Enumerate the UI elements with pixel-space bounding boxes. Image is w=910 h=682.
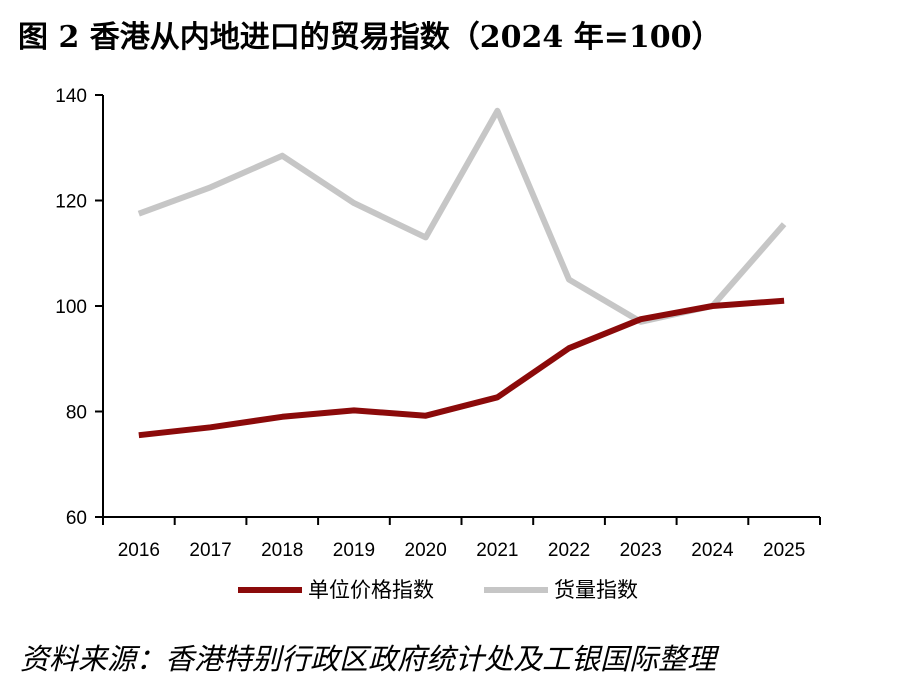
y-tick-label: 80 <box>66 403 87 424</box>
y-tick-label: 120 <box>55 192 87 213</box>
series-lines <box>137 107 787 439</box>
series-line-unit-price-index <box>138 297 785 439</box>
x-tick-label: 2017 <box>189 540 231 561</box>
x-tick-label: 2023 <box>620 540 662 561</box>
x-tick-label: 2019 <box>333 540 375 561</box>
x-tick-label: 2016 <box>118 540 160 561</box>
legend: 单位价格指数 货量指数 <box>238 578 638 602</box>
series-line-volume-index <box>137 107 787 325</box>
x-tick-label: 2021 <box>476 540 518 561</box>
axes: 60 80 100 120 140 2016 2017 2018 2019 2020 2021 202… <box>55 86 821 561</box>
chart-title: 图 2 香港从内地进口的贸易指数（2024 年=100） <box>18 20 722 55</box>
x-tick-label: 2025 <box>763 540 805 561</box>
source-note: 资料来源：香港特别行政区政府统计处及工银国际整理 <box>20 642 717 676</box>
x-tick-label: 2024 <box>691 540 734 561</box>
y-tick-label: 140 <box>55 86 87 107</box>
y-tick-label: 60 <box>66 508 87 529</box>
legend-label: 货量指数 <box>554 578 638 602</box>
legend-label: 单位价格指数 <box>308 578 434 602</box>
y-tick-label: 100 <box>55 297 87 318</box>
x-tick-label: 2018 <box>261 540 303 561</box>
x-tick-label: 2022 <box>548 540 590 561</box>
x-tick-label: 2020 <box>405 540 447 561</box>
legend-item-volume-index: 货量指数 <box>484 578 638 602</box>
legend-item-unit-price-index: 单位价格指数 <box>238 578 434 602</box>
